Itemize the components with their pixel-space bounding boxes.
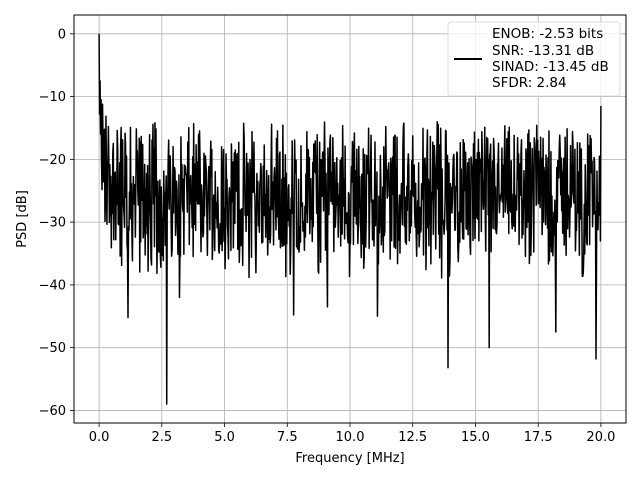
y-tick-label: −40 (39, 278, 66, 293)
y-axis-label: PSD [dB] (15, 190, 30, 248)
x-tick-label: 15.0 (461, 430, 490, 445)
y-axis-ticks: 0 −10 −20 −30 −40 −50 −60 (39, 27, 74, 419)
x-tick-label: 12.5 (398, 430, 427, 445)
x-tick-label: 0.0 (89, 430, 110, 445)
psd-series-line (98, 33, 602, 405)
x-tick-label: 17.5 (524, 430, 553, 445)
legend-entry-snr: SNR: -13.31 dB (492, 43, 594, 59)
legend-entry-sfdr: SFDR: 2.84 (492, 75, 567, 91)
y-tick-label: −30 (39, 216, 66, 231)
x-tick-label: 10.0 (336, 430, 365, 445)
y-tick-label: 0 (58, 27, 66, 42)
plot-area (98, 33, 602, 405)
y-tick-label: −50 (39, 341, 66, 356)
y-tick-label: −20 (39, 153, 66, 168)
legend: ENOB: -2.53 bits SNR: -13.31 dB SINAD: -… (447, 21, 621, 97)
x-tick-label: 7.5 (277, 430, 298, 445)
x-axis-label: Frequency [MHz] (295, 451, 404, 466)
legend-entry-sinad: SINAD: -13.45 dB (492, 59, 609, 75)
x-tick-label: 20.0 (586, 430, 615, 445)
y-tick-label: −60 (39, 404, 66, 419)
x-axis-ticks: 0.0 2.5 5.0 7.5 10.0 12.5 15.0 17.5 20.0 (89, 423, 615, 445)
legend-entry-enob: ENOB: -2.53 bits (492, 26, 603, 42)
y-tick-label: −10 (39, 90, 66, 105)
x-tick-label: 5.0 (214, 430, 235, 445)
legend-box (447, 21, 621, 97)
x-tick-label: 2.5 (151, 430, 172, 445)
